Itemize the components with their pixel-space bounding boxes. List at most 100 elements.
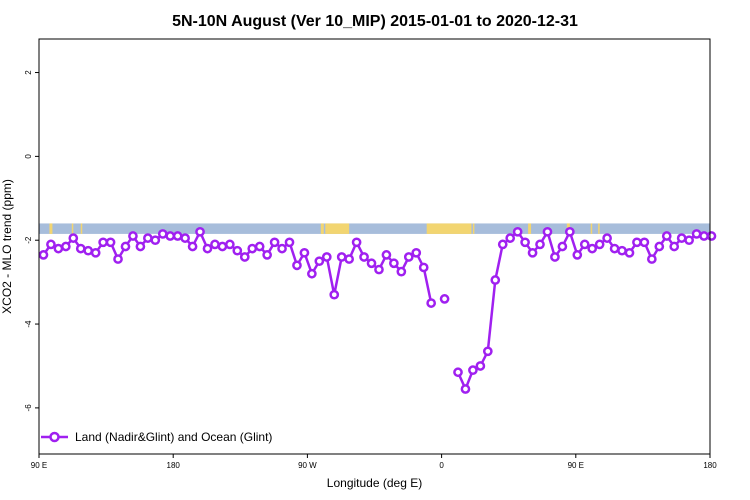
data-point bbox=[490, 275, 501, 285]
data-point bbox=[284, 237, 295, 248]
data-point bbox=[90, 247, 101, 258]
data-point bbox=[351, 237, 362, 248]
data-point bbox=[676, 233, 687, 243]
data-point bbox=[564, 226, 575, 237]
y-tick-label: -6 bbox=[24, 404, 33, 412]
x-tick-label: 90 E bbox=[31, 461, 47, 470]
data-point bbox=[632, 237, 642, 248]
data-point bbox=[699, 231, 709, 241]
data-point bbox=[210, 239, 220, 250]
data-point bbox=[165, 231, 176, 241]
data-point bbox=[439, 294, 450, 304]
data-point bbox=[654, 241, 665, 252]
data-point bbox=[299, 247, 310, 258]
data-point bbox=[403, 252, 414, 262]
legend: Land (Nadir&Glint) and Ocean (Glint) bbox=[41, 430, 272, 444]
data-point bbox=[120, 241, 131, 252]
data-point bbox=[453, 367, 463, 378]
data-point bbox=[418, 262, 429, 273]
data-point bbox=[609, 243, 620, 254]
data-point bbox=[706, 231, 717, 241]
data-point bbox=[180, 233, 190, 243]
data-point bbox=[46, 239, 56, 250]
data-point bbox=[426, 298, 437, 308]
data-point bbox=[639, 237, 650, 248]
data-point bbox=[113, 254, 123, 264]
data-point bbox=[587, 243, 598, 254]
data-point bbox=[307, 268, 317, 279]
series-line bbox=[456, 230, 712, 391]
data-point bbox=[381, 250, 392, 260]
data-point bbox=[359, 252, 369, 262]
x-tick-label: 180 bbox=[167, 461, 181, 470]
data-point bbox=[366, 258, 377, 269]
y-tick-label: -2 bbox=[24, 236, 33, 244]
data-point bbox=[202, 243, 213, 254]
data-point bbox=[594, 239, 605, 250]
data-point bbox=[232, 245, 243, 256]
data-point bbox=[411, 247, 422, 258]
y-tick-label: 2 bbox=[24, 70, 33, 75]
data-point bbox=[269, 237, 280, 248]
land-segment bbox=[49, 223, 53, 234]
data-point bbox=[557, 241, 568, 252]
data-point bbox=[468, 365, 478, 376]
data-point bbox=[60, 241, 71, 252]
data-point bbox=[602, 233, 612, 243]
x-axis: 90 E 180 90 W 0 90 E 180 bbox=[31, 454, 717, 470]
data-point bbox=[497, 239, 508, 250]
data-point bbox=[225, 239, 235, 250]
data-point bbox=[535, 239, 545, 250]
y-tick-label: -4 bbox=[24, 320, 33, 328]
data-point bbox=[550, 252, 560, 262]
data-point bbox=[520, 237, 530, 248]
land-segment bbox=[598, 223, 600, 234]
data-point bbox=[374, 264, 384, 275]
data-point bbox=[396, 266, 407, 277]
data-point bbox=[624, 247, 635, 258]
y-tick-label: 0 bbox=[24, 154, 33, 159]
x-tick-label: 180 bbox=[703, 461, 717, 470]
data-point bbox=[691, 229, 702, 239]
data-point bbox=[344, 254, 355, 264]
data-point bbox=[277, 243, 287, 254]
data-point bbox=[195, 226, 205, 237]
data-point bbox=[572, 250, 583, 260]
data-point bbox=[75, 243, 86, 254]
data-point bbox=[254, 241, 265, 252]
land-segment bbox=[80, 223, 83, 234]
chart-title: 5N-10N August (Ver 10_MIP) 2015-01-01 to… bbox=[172, 13, 578, 30]
data-point bbox=[157, 229, 168, 239]
y-axis: 2 0 -2 -4 -6 bbox=[24, 70, 39, 412]
data-point bbox=[336, 252, 347, 262]
data-point bbox=[38, 250, 49, 260]
data-point bbox=[684, 235, 694, 246]
land-segment bbox=[472, 223, 475, 234]
data-point bbox=[128, 231, 138, 241]
land-segment bbox=[426, 223, 472, 234]
land-segment bbox=[71, 223, 74, 234]
data-point bbox=[579, 239, 590, 250]
data-point bbox=[53, 243, 64, 254]
data-point bbox=[314, 256, 325, 267]
legend-marker bbox=[49, 431, 60, 443]
data-point bbox=[68, 233, 79, 243]
x-tick-label: 0 bbox=[439, 461, 444, 470]
ocean-band bbox=[39, 223, 710, 234]
data-point bbox=[646, 254, 657, 264]
land-ocean-band bbox=[39, 223, 710, 234]
y-axis-label: XCO2 - MLO trend (ppm) bbox=[0, 179, 14, 314]
land-segment bbox=[325, 223, 350, 234]
data-point bbox=[217, 241, 228, 252]
data-point bbox=[475, 361, 486, 371]
plot-frame bbox=[38, 38, 711, 455]
land-segment bbox=[528, 223, 532, 234]
data-point bbox=[187, 241, 198, 252]
data-point bbox=[542, 226, 553, 237]
data-point bbox=[669, 241, 680, 252]
data-point bbox=[460, 384, 471, 394]
data-point bbox=[661, 231, 672, 241]
data-point bbox=[143, 233, 153, 243]
data-point bbox=[247, 243, 258, 254]
